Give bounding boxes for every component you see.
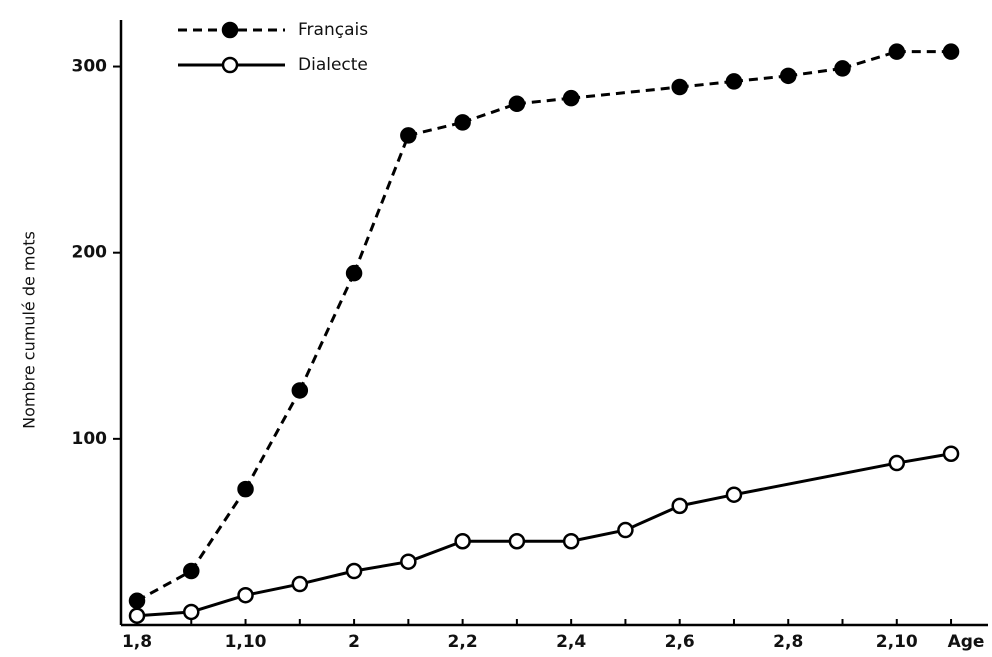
- point: [291, 382, 309, 399]
- line-segment: [245, 582, 301, 597]
- x-tick-label: 2: [348, 632, 360, 652]
- line-segment: [624, 504, 681, 532]
- point: [725, 486, 743, 503]
- point: [562, 532, 580, 550]
- x-axis-label: Age: [948, 632, 985, 652]
- point: [671, 497, 688, 515]
- point: [183, 562, 200, 580]
- legend-label: Français: [298, 20, 368, 40]
- x-tick-label: 2,2: [448, 632, 478, 652]
- line-segment: [733, 461, 898, 497]
- point: [617, 521, 634, 539]
- line-segment: [679, 79, 735, 89]
- line-segment: [570, 528, 626, 543]
- point: [562, 89, 580, 107]
- line-segment: [679, 493, 735, 508]
- line-segment: [136, 569, 192, 603]
- x-tick-label: 1,10: [225, 632, 267, 652]
- line-segment: [353, 560, 409, 573]
- point: [888, 454, 906, 472]
- x-tick-label: 2,8: [773, 632, 803, 652]
- line-segment: [896, 452, 952, 465]
- line-segment: [788, 66, 843, 78]
- x-tick-label: 2,10: [876, 632, 918, 652]
- point: [942, 445, 960, 462]
- line-segment: [136, 610, 192, 618]
- line-segment: [190, 593, 246, 614]
- legend-marker: [221, 21, 239, 39]
- x-tick-label: 2,6: [665, 632, 695, 652]
- point: [128, 592, 146, 610]
- line-segment: [571, 85, 680, 100]
- point: [888, 43, 906, 60]
- y-tick-label: 200: [72, 243, 108, 263]
- y-tick-label: 100: [72, 429, 108, 449]
- x-tick-label: 2,4: [556, 632, 586, 652]
- legend-marker: [221, 56, 239, 74]
- line-segment: [842, 50, 898, 70]
- line-segment: [462, 102, 518, 124]
- legend-label: Dialecte: [298, 55, 368, 75]
- point: [942, 43, 960, 60]
- point: [183, 603, 200, 621]
- point: [454, 114, 471, 131]
- y-axis-label: Nombre cumulé de mots: [20, 231, 39, 429]
- x-tick-label: 1,8: [122, 632, 152, 652]
- line-segment: [298, 272, 356, 392]
- y-tick-label: 300: [72, 57, 108, 77]
- point: [508, 532, 526, 550]
- point: [834, 60, 851, 77]
- point: [725, 73, 743, 90]
- line-segment: [244, 389, 302, 490]
- point: [291, 575, 309, 593]
- line-segment: [733, 74, 789, 83]
- point: [454, 532, 471, 550]
- line-segment: [352, 134, 410, 274]
- point: [400, 127, 417, 144]
- point: [779, 67, 797, 85]
- point: [237, 586, 254, 604]
- point: [400, 553, 417, 570]
- line-segment: [407, 120, 463, 137]
- line-segment: [516, 96, 572, 106]
- line-segment: [190, 488, 247, 572]
- point: [671, 78, 688, 96]
- line-segment: [299, 569, 355, 586]
- point: [128, 607, 146, 624]
- point: [508, 95, 526, 113]
- point: [237, 480, 254, 498]
- line-segment: [407, 539, 464, 564]
- point: [345, 562, 363, 580]
- point: [345, 264, 363, 282]
